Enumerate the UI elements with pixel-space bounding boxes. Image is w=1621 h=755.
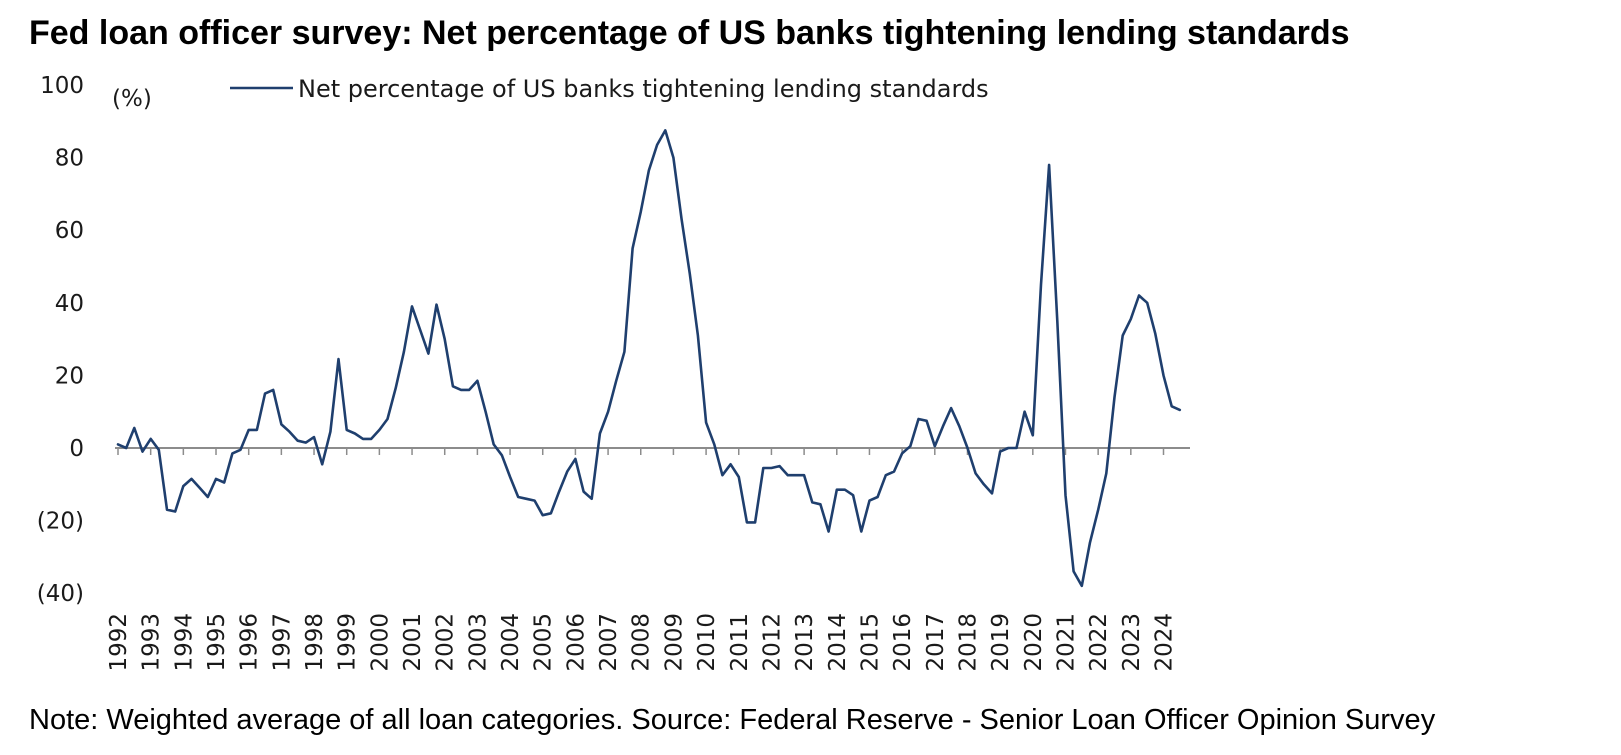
y-tick-label: 60 [55,218,84,244]
x-tick-label: 2022 [1086,613,1112,672]
chart-title: Fed loan officer survey: Net percentage … [29,14,1350,52]
x-tick-label: 1992 [106,613,132,672]
x-tick-label: 2016 [890,613,916,672]
series-line [116,129,1182,588]
x-tick-label: 2011 [727,613,753,672]
legend: Net percentage of US banks tightening le… [230,75,989,103]
x-tick-label: 1998 [302,613,328,672]
x-tick-label: 2015 [857,613,883,672]
x-tick-label: 1997 [269,613,295,672]
x-tick-label: 2021 [1053,613,1079,672]
x-tick-label: 2004 [498,613,524,672]
x-tick-label: 2023 [1119,613,1145,672]
x-tick-label: 2000 [367,613,393,672]
x-tick-label: 1999 [335,613,361,672]
x-tick-label: 2020 [1021,613,1047,672]
y-tick-label: 40 [55,291,84,317]
x-tick-label: 1994 [171,613,197,672]
y-tick-label: (20) [37,509,84,535]
x-tick-label: 2010 [694,613,720,672]
x-tick-label: 2012 [759,613,785,672]
x-tick-label: 2001 [400,613,426,672]
x-axis-ticks: 1992 1993 1994 1995 1996 1997 1998 1999 2000 2001… [106,448,1177,672]
x-tick-label: 1993 [139,613,165,672]
series-group [116,129,1182,588]
y-tick-label: 20 [55,363,84,389]
y-tick-label: 100 [40,73,84,99]
x-tick-label: 2013 [792,613,818,672]
y-tick-label: 80 [55,146,84,172]
x-tick-label: 1996 [237,613,263,672]
y-axis-ticks: 100 80 60 40 20 0 (20) (40) [37,73,84,607]
x-tick-label: 2002 [433,613,459,672]
y-axis-unit-label: (%) [112,86,152,112]
x-tick-label: 2006 [563,613,589,672]
x-tick-label: 2017 [923,613,949,672]
x-tick-label: 1995 [204,613,230,672]
y-tick-label: (40) [37,581,84,607]
x-tick-label: 2019 [988,613,1014,672]
x-tick-label: 2009 [661,613,687,672]
x-tick-label: 2003 [465,613,491,672]
x-tick-label: 2005 [531,613,557,672]
y-tick-label: 0 [69,436,84,462]
x-tick-label: 2018 [955,613,981,672]
legend-entry-label: Net percentage of US banks tightening le… [298,75,989,103]
x-tick-label: 2014 [825,613,851,672]
chart-note: Note: Weighted average of all loan categ… [29,704,1436,736]
x-tick-label: 2024 [1151,613,1177,672]
x-tick-label: 2007 [596,613,622,672]
x-tick-label: 2008 [629,613,655,672]
